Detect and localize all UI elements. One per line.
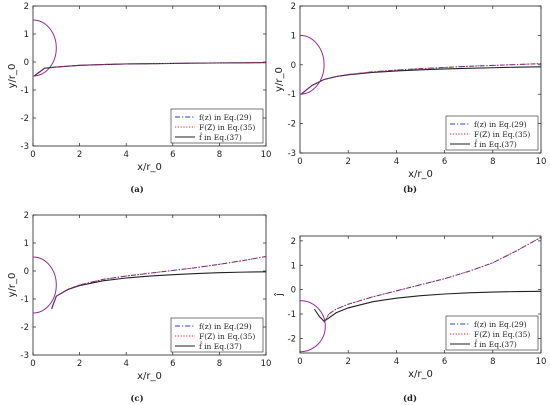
y-axis-label: y/r_0 [274,67,285,92]
x-tick-label: 0 [30,359,35,369]
panel-sublabel: (d) [403,393,417,404]
y-tick-label: -1 [288,310,296,320]
series-line-1 [300,63,541,95]
y-tick-label: -1 [288,90,296,100]
x-tick-label: 4 [394,157,399,167]
y-tick-label: -3 [288,149,296,159]
x-tick-label: 2 [345,157,350,167]
x-tick-label: 2 [345,357,350,367]
series-line-1 [51,255,266,309]
y-tick-label: 1 [291,31,296,41]
y-tick-label: -1 [21,86,29,96]
legend: f(z) in Eq.(29)F(Z) in Eq.(35)f̂ in Eq.(… [445,315,539,351]
panel-b: 0 2 4 6 8 10 -3 -2 -1 0 1 2 x/r_0 y/r_0 f(z) in Eq.(29… [274,2,546,195]
legend-label: F(Z) in Eq.(35) [474,130,530,139]
plot-area [33,19,266,77]
x-axis-label: x/r_0 [408,369,433,380]
x-tick-label: 6 [442,357,447,367]
legend-label: f(z) in Eq.(29) [199,113,252,122]
series-line-1 [33,62,266,77]
x-tick-label: 8 [217,150,222,160]
x-tick-label: 2 [77,150,82,160]
circle-boundary [300,34,325,95]
legend: f(z) in Eq.(29)F(Z) in Eq.(35)f̂ in Eq.(… [170,108,264,144]
x-tick-label: 10 [536,157,547,167]
x-tick-label: 2 [77,359,82,369]
circle-boundary [33,19,57,77]
x-axis-label: x/r_0 [137,371,162,382]
plot-area [300,236,541,353]
y-tick-label: 1 [24,239,29,249]
y-tick-label: 2 [291,237,296,247]
y-tick-label: 2 [291,2,296,12]
x-tick-label: 6 [170,150,175,160]
legend-label: f̂ in Eq.(37) [199,133,242,142]
y-tick-label: -2 [21,114,29,124]
y-axis-label: ĵ [273,293,285,297]
series-line-0 [323,236,541,323]
x-tick-label: 10 [536,357,547,367]
legend-label: F(Z) in Eq.(35) [199,123,255,132]
series-line-2 [314,290,541,323]
legend: f(z) in Eq.(29)F(Z) in Eq.(35)f̂ in Eq.(… [170,317,264,353]
y-tick-label: -2 [21,323,29,333]
legend-label: f̂ in Eq.(37) [199,342,242,351]
legend-label: F(Z) in Eq.(35) [474,330,530,339]
y-tick-label: 1 [24,30,29,40]
x-tick-label: 6 [442,157,447,167]
legend-label: f̂ in Eq.(37) [474,140,517,149]
series-line-1 [323,236,541,323]
panel-sublabel: (b) [403,184,417,195]
legend-label: f(z) in Eq.(29) [474,120,527,129]
y-tick-label: -2 [288,334,296,344]
series-line-2 [300,66,541,95]
y-axis-label: y/r_0 [7,64,18,89]
x-tick-label: 6 [170,359,175,369]
circle-boundary [300,300,326,353]
x-tick-label: 4 [394,357,399,367]
y-tick-label: -3 [21,351,29,361]
legend-label: f(z) in Eq.(29) [199,322,252,331]
y-tick-label: 2 [24,211,29,221]
y-tick-label: 2 [24,2,29,12]
x-tick-label: 4 [123,359,128,369]
panel-sublabel: (a) [130,184,144,195]
x-tick-label: 0 [297,157,302,167]
x-tick-label: 8 [490,157,495,167]
panel-sublabel: (c) [130,393,143,404]
y-tick-label: 0 [291,286,296,296]
y-axis-label: y/r_0 [7,273,18,298]
y-tick-label: -1 [21,295,29,305]
x-tick-label: 8 [490,357,495,367]
legend: f(z) in Eq.(29)F(Z) in Eq.(35)f̂ in Eq.(… [445,115,539,151]
plot-area [33,255,266,314]
legend-label: f(z) in Eq.(29) [474,320,527,329]
x-axis-label: x/r_0 [408,169,433,180]
series-line-0 [51,255,266,309]
x-tick-label: 0 [30,150,35,160]
y-tick-label: 0 [291,61,296,71]
panel-a: 0 2 4 6 8 10 -3 -2 -1 0 1 2 x/r_0 y/r_0 f(z) in Eq.(29… [7,2,271,195]
plot-area [300,34,541,95]
x-tick-label: 10 [261,150,272,160]
legend-label: f̂ in Eq.(37) [474,340,517,349]
circle-boundary [33,256,57,314]
y-tick-label: 0 [24,267,29,277]
y-tick-label: -3 [21,142,29,152]
x-tick-label: 0 [297,357,302,367]
panel-c: 0 2 4 6 8 10 -3 -2 -1 0 1 2 x/r_0 y/r_0 f(z) in Eq.(29… [7,211,271,404]
x-tick-label: 10 [261,359,272,369]
x-tick-label: 8 [217,359,222,369]
legend-label: F(Z) in Eq.(35) [199,332,255,341]
y-tick-label: -2 [288,120,296,130]
y-tick-label: 0 [24,58,29,68]
x-axis-label: x/r_0 [137,162,162,173]
x-tick-label: 4 [123,150,128,160]
y-tick-label: 1 [291,261,296,271]
panel-d: 0 2 4 6 8 10 -2 -1 0 1 2 x/r_0 ĵ f(z) in Eq.(29)F(Z) … [273,235,547,404]
